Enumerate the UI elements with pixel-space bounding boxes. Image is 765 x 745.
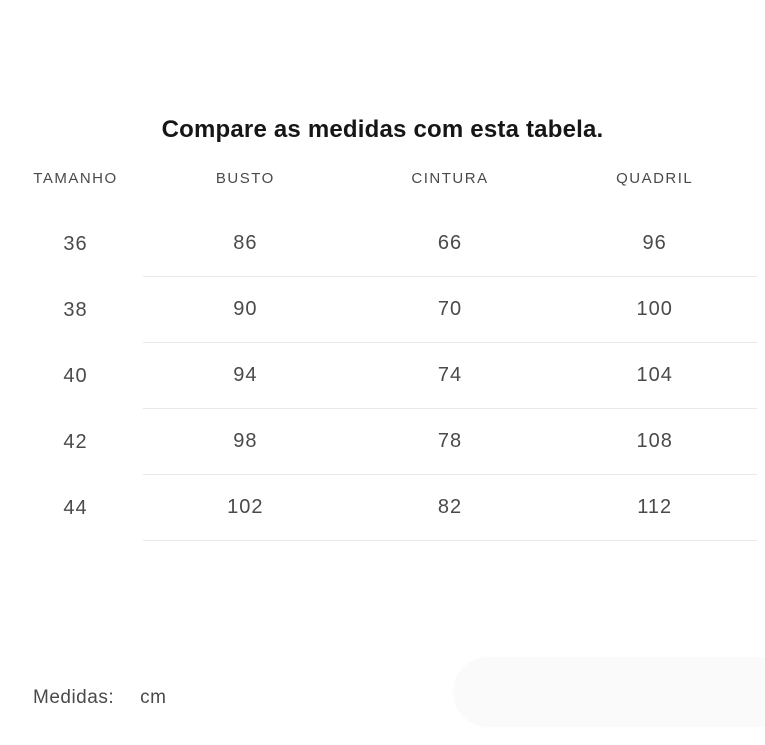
size-cell: 42 — [63, 430, 88, 453]
bottom-right-pill — [453, 657, 765, 727]
header-cell-quadril: QUADRIL — [616, 169, 694, 187]
measurements-unit: cm — [140, 687, 167, 708]
table-row: 36 86 66 96 — [8, 211, 757, 277]
size-cell: 40 — [63, 364, 88, 387]
table-cell: 90 — [233, 298, 258, 320]
table-cell: 74 — [437, 364, 463, 386]
table-cell: 82 — [437, 496, 463, 518]
size-cell: 44 — [63, 496, 88, 519]
table-cell: 66 — [437, 232, 463, 254]
table-cell: 78 — [437, 430, 463, 452]
table-row: 38 90 70 100 — [8, 277, 757, 343]
size-cell: 38 — [63, 298, 88, 321]
table-row: 42 98 78 108 — [8, 409, 757, 475]
table-cell: 108 — [636, 430, 673, 452]
table-cell: 112 — [637, 496, 673, 518]
measurements-label: Medidas: — [33, 687, 115, 708]
page-title: Compare as medidas com esta tabela. — [161, 116, 604, 143]
table-cell: 70 — [437, 298, 463, 320]
table-cell: 96 — [642, 232, 667, 254]
table-cell: 102 — [227, 496, 264, 518]
table-cell: 86 — [233, 232, 258, 254]
header-cell-busto: BUSTO — [215, 169, 275, 187]
size-cell: 36 — [63, 232, 88, 255]
table-cell: 98 — [233, 430, 258, 452]
table-row: 44 102 82 112 — [8, 475, 757, 541]
table-row: 40 94 74 104 — [8, 343, 757, 409]
table-cell: 100 — [636, 298, 673, 320]
table-cell: 104 — [636, 364, 673, 386]
header-cell-tamanho: TAMANHO — [33, 169, 118, 187]
measurements-line: Medidas: cm — [33, 687, 166, 709]
header-cell-cintura: CINTURA — [411, 169, 489, 187]
table-header-row: TAMANHO BUSTO CINTURA QUADRIL — [8, 145, 757, 211]
table-cell: 94 — [233, 364, 258, 386]
size-table: TAMANHO BUSTO CINTURA QUADRIL 36 86 66 9… — [0, 145, 765, 541]
